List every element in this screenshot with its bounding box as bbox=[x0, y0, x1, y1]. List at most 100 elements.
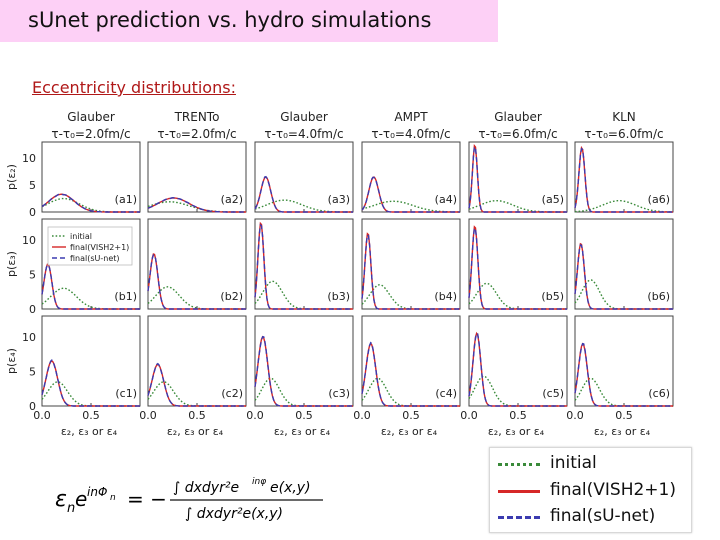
series-sunet bbox=[254, 336, 353, 407]
series-sunet bbox=[468, 227, 567, 310]
panel-label: (b1) bbox=[114, 290, 137, 303]
panel-frame bbox=[41, 315, 141, 407]
inset-legend-label-initial: initial bbox=[70, 232, 92, 241]
series-initial bbox=[574, 200, 673, 213]
panel-frame bbox=[468, 218, 568, 310]
panel-label: (c4) bbox=[435, 387, 457, 400]
panel-a2: (a2) bbox=[147, 141, 247, 213]
xtick-label-col3-0.5: 0.5 bbox=[295, 409, 313, 422]
panel-c2: (c2) bbox=[147, 315, 247, 407]
series-sunet bbox=[574, 244, 673, 310]
formula-lhs-exp-sub: n bbox=[110, 493, 116, 503]
series-initial bbox=[468, 200, 567, 213]
xaxis-title-col2: ε₂, ε₃ or ε₄ bbox=[167, 425, 224, 438]
panel-label: (b4) bbox=[434, 290, 457, 303]
series-sunet bbox=[468, 332, 567, 407]
panel-label: (b5) bbox=[541, 290, 564, 303]
panel-frame bbox=[574, 218, 674, 310]
row-1-ytick-10: 10 bbox=[22, 152, 36, 165]
panel-label: (c2) bbox=[221, 387, 243, 400]
eccentricity-formula: ε n e inΦ n = − ∫ dxdyr²e inφ e(x,y) ∫ d… bbox=[55, 470, 335, 532]
panel-frame bbox=[574, 315, 674, 407]
xaxis-title-col6: ε₂, ε₃ or ε₄ bbox=[594, 425, 651, 438]
panel-label: (a6) bbox=[648, 193, 670, 206]
panel-a6: (a6) bbox=[574, 141, 674, 213]
inset-legend-b1: initial final(VISH2+1) final(sU-net) bbox=[47, 226, 133, 266]
panel-a3: (a3) bbox=[254, 141, 354, 213]
slide-title: sUnet prediction vs. hydro simulations bbox=[28, 8, 432, 32]
slide-title-bar: sUnet prediction vs. hydro simulations bbox=[0, 0, 498, 42]
panel-a4: (a4) bbox=[361, 141, 461, 213]
panel-frame bbox=[361, 315, 461, 407]
formula-lhs-sub: n bbox=[67, 501, 75, 516]
xaxis-title-col4: ε₂, ε₃ or ε₄ bbox=[381, 425, 438, 438]
row-3-ytick-0: 0 bbox=[29, 400, 36, 413]
legend-swatch-vish bbox=[498, 490, 540, 493]
series-vish bbox=[147, 363, 246, 407]
inset-legend-label-sunet: final(sU-net) bbox=[70, 254, 120, 263]
panel-label: (c5) bbox=[542, 387, 564, 400]
row-ylabel-3: p(ε₄) bbox=[5, 348, 18, 374]
panel-a1: (a1) bbox=[41, 141, 141, 213]
row-3-ytick-10: 10 bbox=[22, 331, 36, 344]
xtick-label-col4-0.0: 0.0 bbox=[353, 409, 371, 422]
panel-c4: (c4) bbox=[361, 315, 461, 407]
series-sunet bbox=[361, 341, 460, 407]
row-1-ytick-0: 0 bbox=[29, 206, 36, 219]
panel-label: (a5) bbox=[542, 193, 564, 206]
xtick-label-col6-0.0: 0.0 bbox=[566, 409, 584, 422]
legend-entry-vish: final(VISH2+1) bbox=[490, 478, 690, 504]
panel-c3: (c3) bbox=[254, 315, 354, 407]
series-sunet bbox=[254, 175, 353, 213]
xaxis-title-col3: ε₂, ε₃ or ε₄ bbox=[274, 425, 331, 438]
xtick-label-col6-0.5: 0.5 bbox=[615, 409, 633, 422]
formula-numerator-tail: e(x,y) bbox=[270, 480, 311, 496]
panel-label: (a2) bbox=[221, 193, 243, 206]
row-ylabel-2: p(ε₃) bbox=[5, 251, 18, 277]
column-model-label-6: KLN bbox=[612, 110, 636, 124]
series-sunet bbox=[574, 342, 673, 407]
row-2-ytick-0: 0 bbox=[29, 303, 36, 316]
column-time-label-6: τ-τ₀=6.0fm/c bbox=[584, 127, 663, 141]
panel-b4: (b4) bbox=[361, 218, 461, 310]
panel-frame bbox=[574, 141, 674, 213]
panel-frame bbox=[361, 218, 461, 310]
panel-c5: (c5) bbox=[468, 315, 568, 407]
series-sunet bbox=[41, 193, 140, 213]
series-sunet bbox=[574, 147, 673, 213]
panel-label: (c1) bbox=[115, 387, 137, 400]
panel-label: (b3) bbox=[327, 290, 350, 303]
xtick-label-col3-0.0: 0.0 bbox=[246, 409, 264, 422]
xtick-label-col2-0.5: 0.5 bbox=[188, 409, 206, 422]
formula-numerator-exp: inφ bbox=[252, 477, 266, 487]
series-sunet bbox=[41, 359, 140, 407]
row-1-ytick-5: 5 bbox=[29, 179, 36, 192]
formula-lhs-exp: inΦ bbox=[87, 485, 107, 499]
panel-c6: (c6) bbox=[574, 315, 674, 407]
legend-entry-sunet: final(sU-net) bbox=[490, 504, 690, 530]
column-time-label-5: τ-τ₀=6.0fm/c bbox=[478, 127, 557, 141]
panel-b2: (b2) bbox=[147, 218, 247, 310]
series-sunet bbox=[361, 176, 460, 213]
column-model-label-1: Glauber bbox=[67, 110, 115, 124]
xaxis-title-col5: ε₂, ε₃ or ε₄ bbox=[488, 425, 545, 438]
legend-label-vish: final(VISH2+1) bbox=[550, 480, 676, 500]
slide-subtitle: Eccentricity distributions: bbox=[32, 78, 236, 97]
column-time-label-2: τ-τ₀=2.0fm/c bbox=[157, 127, 236, 141]
panel-label: (a3) bbox=[328, 193, 350, 206]
row-3-ytick-5: 5 bbox=[29, 365, 36, 378]
panel-frame bbox=[361, 141, 461, 213]
eccentricity-figure: Glauber τ-τ₀=2.0fm/c TRENTo τ-τ₀=2.0fm/c Gla… bbox=[5, 110, 674, 438]
legend-label-initial: initial bbox=[550, 453, 597, 473]
panel-c1: (c1) bbox=[41, 315, 141, 407]
panel-frame bbox=[147, 315, 247, 407]
xtick-label-col1-0.0: 0.0 bbox=[33, 409, 51, 422]
column-model-label-3: Glauber bbox=[280, 110, 328, 124]
column-time-label-1: τ-τ₀=2.0fm/c bbox=[51, 127, 130, 141]
panel-frame bbox=[41, 141, 141, 213]
series-sunet bbox=[361, 233, 460, 310]
column-time-label-4: τ-τ₀=4.0fm/c bbox=[371, 127, 450, 141]
row-ylabel-1: p(ε₂) bbox=[5, 164, 18, 190]
series-initial bbox=[147, 286, 246, 310]
series-vish bbox=[254, 221, 353, 310]
